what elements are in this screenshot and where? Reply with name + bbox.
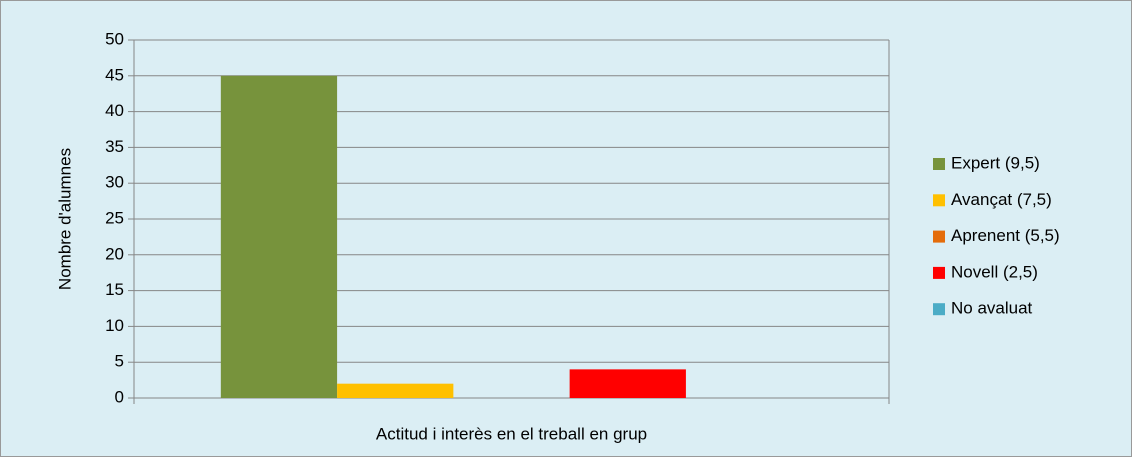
y-axis-label: Nombre d'alumnes bbox=[55, 148, 74, 290]
y-tick-label: 25 bbox=[105, 208, 124, 227]
y-tick-label: 35 bbox=[105, 137, 124, 156]
y-tick-label: 0 bbox=[115, 387, 124, 406]
x-tick-label: Actitud i interès en el treball en grup bbox=[376, 424, 647, 443]
y-tick-label: 45 bbox=[105, 65, 124, 84]
y-tick-label: 5 bbox=[115, 352, 124, 371]
bar bbox=[220, 75, 338, 399]
legend-swatch bbox=[933, 303, 945, 316]
legend-swatch bbox=[933, 230, 945, 243]
y-tick-label: 40 bbox=[105, 101, 124, 120]
y-tick-label: 50 bbox=[105, 29, 124, 48]
legend-label: Avançat (7,5) bbox=[951, 190, 1052, 209]
y-tick-label: 10 bbox=[105, 316, 124, 335]
legend-label: No avaluat bbox=[951, 299, 1033, 318]
legend-label: Novell (2,5) bbox=[951, 262, 1038, 281]
legend-swatch bbox=[933, 266, 945, 279]
legend-swatch bbox=[933, 194, 945, 207]
y-tick-label: 15 bbox=[105, 280, 124, 299]
legend-label: Expert (9,5) bbox=[951, 153, 1040, 172]
legend-swatch bbox=[933, 158, 945, 170]
y-tick-label: 20 bbox=[105, 244, 124, 263]
legend-label: Aprenent (5,5) bbox=[951, 226, 1060, 245]
y-tick-label: 30 bbox=[105, 173, 124, 192]
bar bbox=[569, 369, 686, 398]
bar bbox=[337, 383, 454, 398]
